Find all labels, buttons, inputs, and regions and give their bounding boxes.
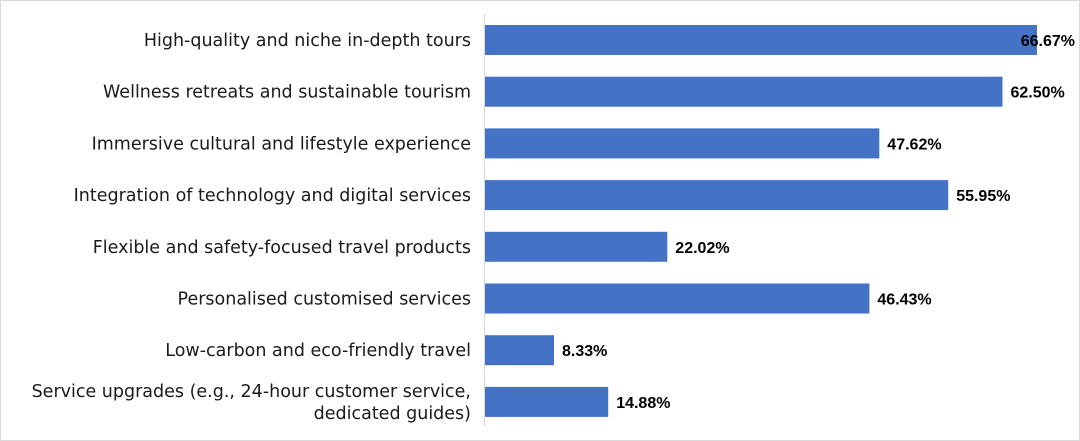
value-label-1: 62.50% bbox=[1011, 85, 1065, 102]
category-label-5: Personalised customised services bbox=[178, 290, 471, 310]
category-label-line: Flexible and safety-focused travel produ… bbox=[93, 238, 471, 258]
labels-layer: High-quality and niche in-depth tours 66.… bbox=[32, 31, 1075, 424]
bar-3 bbox=[485, 180, 949, 211]
category-label-3: Integration of technology and digital se… bbox=[74, 186, 471, 206]
bar-2 bbox=[485, 128, 880, 159]
category-label-line: Immersive cultural and lifestyle experie… bbox=[92, 134, 471, 154]
value-label-4: 22.02% bbox=[675, 240, 729, 257]
bar-1 bbox=[485, 76, 1003, 107]
value-label-2: 47.62% bbox=[887, 136, 941, 153]
category-label-line: Service upgrades (e.g., 24-hour customer… bbox=[32, 382, 471, 402]
category-label-line: Integration of technology and digital se… bbox=[74, 186, 471, 206]
bars-layer bbox=[485, 25, 1037, 417]
bar-6 bbox=[485, 335, 554, 366]
value-label-6: 8.33% bbox=[562, 343, 607, 360]
bar-4 bbox=[485, 231, 668, 262]
value-label-7: 14.88% bbox=[616, 395, 670, 412]
category-label-line: Low-carbon and eco-friendly travel bbox=[165, 341, 471, 361]
bar-0 bbox=[485, 25, 1037, 55]
value-label-3: 55.95% bbox=[956, 188, 1010, 205]
category-label-line: High-quality and niche in-depth tours bbox=[144, 31, 471, 51]
bar-5 bbox=[485, 283, 870, 314]
category-label-line: dedicated guides) bbox=[314, 404, 471, 424]
category-label-line: Wellness retreats and sustainable touris… bbox=[103, 83, 471, 103]
value-label-5: 46.43% bbox=[877, 292, 931, 309]
value-label-0: 66.67% bbox=[1021, 33, 1075, 50]
category-label-0: High-quality and niche in-depth tours bbox=[144, 31, 471, 51]
category-label-2: Immersive cultural and lifestyle experie… bbox=[92, 134, 471, 154]
category-label-6: Low-carbon and eco-friendly travel bbox=[165, 341, 471, 361]
category-label-4: Flexible and safety-focused travel produ… bbox=[93, 238, 471, 258]
category-label-line: Personalised customised services bbox=[178, 290, 471, 310]
category-label-7: Service upgrades (e.g., 24-hour customer… bbox=[32, 382, 471, 424]
category-label-1: Wellness retreats and sustainable touris… bbox=[103, 83, 471, 103]
bar-7 bbox=[485, 386, 609, 417]
